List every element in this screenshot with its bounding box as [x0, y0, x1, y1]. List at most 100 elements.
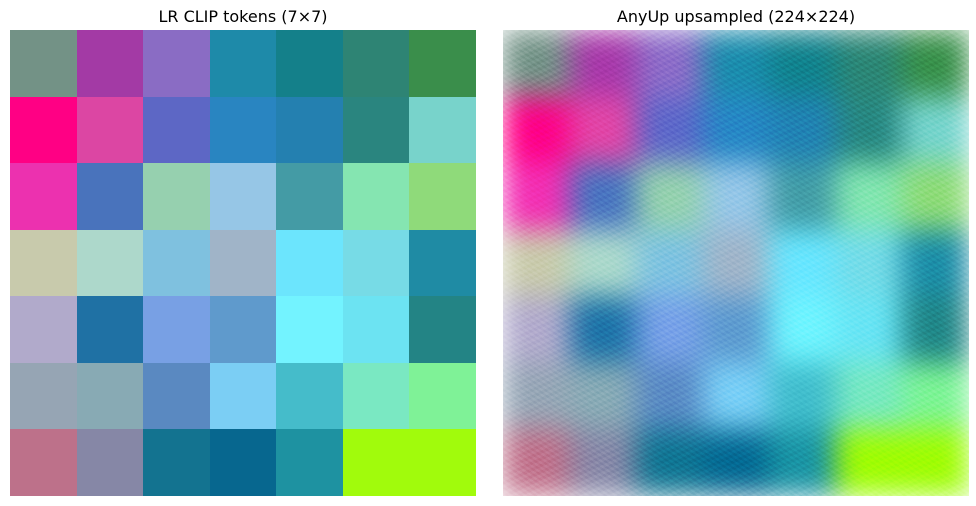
- token-cell-4-4: [276, 296, 343, 363]
- token-cell-4-2: [143, 296, 210, 363]
- upsampled-title: AnyUp upsampled (224×224): [616, 7, 856, 26]
- lr-token-grid: [10, 30, 476, 496]
- upsampled-cell-6-3: [702, 429, 770, 496]
- upsampled-cell-5-6: [902, 362, 969, 430]
- token-cell-5-4: [276, 362, 343, 430]
- upsampled-cell-2-5: [835, 163, 903, 230]
- upsampled-cell-1-3: [702, 96, 770, 164]
- token-cell-5-0: [10, 362, 77, 430]
- token-cell-0-4: [276, 30, 343, 97]
- upsampled-cell-0-3: [702, 30, 770, 97]
- token-cell-4-5: [342, 296, 410, 363]
- upsampled-cell-5-1: [569, 362, 637, 430]
- upsampled-cell-3-0: [503, 229, 570, 297]
- token-cell-2-2: [143, 163, 210, 230]
- upsampled-cell-0-4: [769, 30, 836, 97]
- upsampled-cell-4-4: [769, 296, 836, 363]
- upsampled-cell-0-5: [835, 30, 903, 97]
- token-cell-3-0: [10, 229, 77, 297]
- token-cell-1-0: [10, 96, 77, 164]
- token-cell-1-5: [342, 96, 410, 164]
- lr-tokens-title: LR CLIP tokens (7×7): [158, 7, 328, 26]
- upsampled-texture-overlay: [503, 30, 969, 496]
- upsampled-cell-3-1: [569, 229, 637, 297]
- token-cell-1-4: [276, 96, 343, 164]
- token-cell-2-1: [76, 163, 144, 230]
- token-cell-3-4: [276, 229, 343, 297]
- token-cell-1-1: [76, 96, 144, 164]
- upsampled-cell-2-4: [769, 163, 836, 230]
- upsampled-cell-2-0: [503, 163, 570, 230]
- upsampled-cell-4-3: [702, 296, 770, 363]
- upsampled-cell-0-2: [636, 30, 703, 97]
- upsampled-cell-5-4: [769, 362, 836, 430]
- upsampled-cell-0-6: [902, 30, 969, 97]
- token-cell-0-3: [209, 30, 277, 97]
- token-cell-5-5: [342, 362, 410, 430]
- token-cell-2-5: [342, 163, 410, 230]
- token-cell-0-1: [76, 30, 144, 97]
- upsampled-cell-0-1: [569, 30, 637, 97]
- upsampled-cell-3-6: [902, 229, 969, 297]
- token-cell-4-0: [10, 296, 77, 363]
- token-cell-4-1: [76, 296, 144, 363]
- upsampled-cell-3-2: [636, 229, 703, 297]
- token-cell-6-1: [76, 429, 144, 496]
- token-cell-0-6: [409, 30, 476, 97]
- upsampled-cell-0-0: [503, 30, 570, 97]
- token-cell-1-3: [209, 96, 277, 164]
- token-cell-0-0: [10, 30, 77, 97]
- upsampled-cell-6-0: [503, 429, 570, 496]
- upsampled-cell-1-5: [835, 96, 903, 164]
- token-cell-6-0: [10, 429, 77, 496]
- upsampled-cell-3-3: [702, 229, 770, 297]
- token-cell-6-5: [342, 429, 410, 496]
- token-cell-3-5: [342, 229, 410, 297]
- token-cell-6-3: [209, 429, 277, 496]
- upsampled-cell-4-5: [835, 296, 903, 363]
- token-cell-4-6: [409, 296, 476, 363]
- token-cell-2-4: [276, 163, 343, 230]
- upsampled-cell-4-2: [636, 296, 703, 363]
- upsampled-cell-5-2: [636, 362, 703, 430]
- upsampled-cell-2-3: [702, 163, 770, 230]
- token-cell-5-3: [209, 362, 277, 430]
- upsampled-cell-3-4: [769, 229, 836, 297]
- upsampled-cell-2-2: [636, 163, 703, 230]
- token-cell-3-6: [409, 229, 476, 297]
- upsampled-cell-1-2: [636, 96, 703, 164]
- token-cell-0-5: [342, 30, 410, 97]
- token-cell-5-2: [143, 362, 210, 430]
- token-cell-3-2: [143, 229, 210, 297]
- upsampled-cell-2-6: [902, 163, 969, 230]
- upsampled-cell-1-6: [902, 96, 969, 164]
- token-cell-2-0: [10, 163, 77, 230]
- upsampled-image: [503, 30, 969, 496]
- token-cell-6-6: [409, 429, 476, 496]
- lr-tokens-image: [10, 30, 476, 496]
- upsampled-cell-5-5: [835, 362, 903, 430]
- token-cell-1-2: [143, 96, 210, 164]
- upsampled-cell-4-6: [902, 296, 969, 363]
- upsampled-cell-6-1: [569, 429, 637, 496]
- upsampled-blend-layer: [503, 30, 969, 496]
- upsampled-cell-1-4: [769, 96, 836, 164]
- upsampled-cell-5-0: [503, 362, 570, 430]
- upsampled-cell-4-0: [503, 296, 570, 363]
- upsampled-cell-3-5: [835, 229, 903, 297]
- token-cell-6-2: [143, 429, 210, 496]
- token-cell-2-6: [409, 163, 476, 230]
- token-cell-4-3: [209, 296, 277, 363]
- upsampled-cell-6-4: [769, 429, 836, 496]
- upsampled-cell-6-6: [902, 429, 969, 496]
- upsampled-cell-1-1: [569, 96, 637, 164]
- token-cell-6-4: [276, 429, 343, 496]
- upsampled-cell-4-1: [569, 296, 637, 363]
- token-cell-5-6: [409, 362, 476, 430]
- token-cell-5-1: [76, 362, 144, 430]
- upsampled-cell-1-0: [503, 96, 570, 164]
- upsampled-grid: [503, 30, 969, 496]
- token-cell-0-2: [143, 30, 210, 97]
- token-cell-2-3: [209, 163, 277, 230]
- token-cell-3-3: [209, 229, 277, 297]
